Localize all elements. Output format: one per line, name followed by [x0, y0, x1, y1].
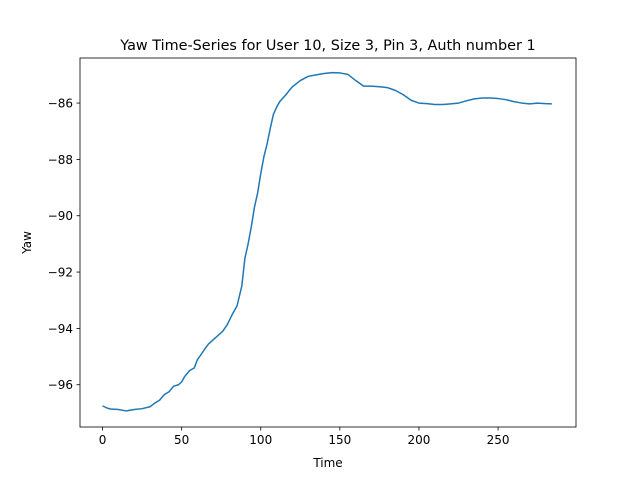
y-tick-label: −86 — [48, 97, 73, 111]
y-axis-label: Yaw — [20, 231, 34, 255]
plot-area: 0 50 100 150 200 250 −96 −94 −92 −90 −88 −86 — [48, 57, 577, 447]
x-tick-label: 50 — [174, 433, 189, 447]
x-tick-label: 150 — [328, 433, 351, 447]
y-tick-label: −92 — [48, 266, 73, 280]
axes-frame — [79, 57, 577, 428]
x-axis-ticks: 0 50 100 150 200 250 — [99, 427, 510, 447]
x-tick-label: 0 — [99, 433, 107, 447]
chart-title: Yaw Time-Series for User 10, Size 3, Pin… — [119, 38, 535, 54]
y-tick-label: −96 — [48, 378, 73, 392]
x-tick-label: 250 — [487, 433, 510, 447]
y-tick-label: −90 — [48, 209, 73, 223]
x-axis-label: Time — [312, 456, 342, 470]
x-tick-label: 200 — [408, 433, 431, 447]
y-tick-label: −88 — [48, 153, 73, 167]
x-tick-label: 100 — [249, 433, 272, 447]
series-line — [102, 71, 552, 412]
y-tick-label: −94 — [48, 322, 73, 336]
y-axis-ticks: −96 −94 −92 −90 −88 −86 — [48, 97, 80, 392]
